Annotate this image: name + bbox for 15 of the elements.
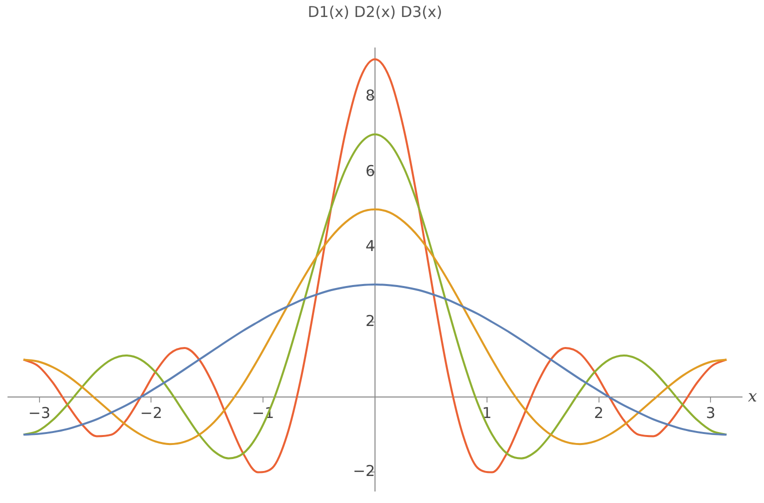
line-series — [22, 284, 728, 436]
x-tick-label: −3 — [28, 404, 50, 422]
y-tick-label: 8 — [365, 86, 375, 105]
chart-title: D1(x) D2(x) D3(x) — [308, 2, 442, 21]
x-tick-label: 1 — [482, 404, 492, 422]
y-tick-label: 4 — [365, 236, 375, 255]
x-tick-label: 3 — [706, 404, 716, 422]
x-tick-label: 2 — [594, 404, 604, 422]
y-tick-label: −2 — [352, 462, 375, 480]
line-series — [22, 208, 728, 446]
x-axis-title: x — [748, 386, 758, 406]
line-series — [22, 133, 728, 460]
y-tick-label: 2 — [365, 312, 375, 330]
y-tick-label: 6 — [365, 162, 375, 180]
x-tick-label: −2 — [140, 404, 162, 422]
